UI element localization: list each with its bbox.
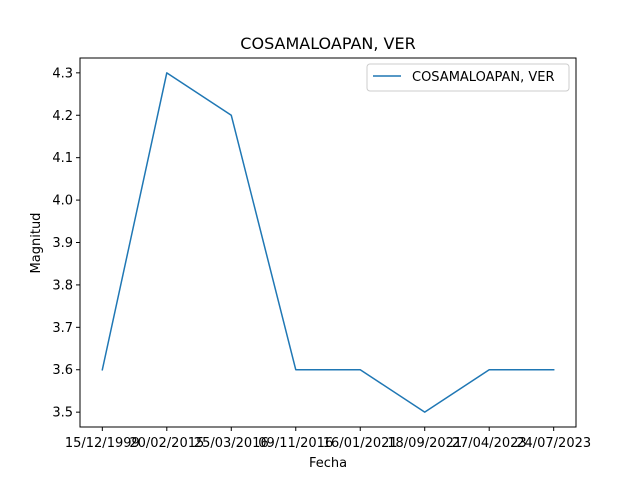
legend: COSAMALOAPAN, VER: [366, 63, 570, 92]
y-tick-label: 3.5: [52, 406, 73, 421]
x-axis: 15/12/199920/02/201525/03/201609/11/2016…: [65, 427, 591, 451]
legend-label: COSAMALOAPAN, VER: [412, 70, 555, 85]
series-layer: [101, 72, 555, 413]
y-tick-label: 4.3: [52, 66, 73, 81]
series-line: [101, 72, 555, 413]
plot-frame: [79, 57, 577, 428]
y-tick-label: 4.1: [52, 151, 73, 166]
x-tick-label: 27/04/2023: [452, 436, 527, 451]
x-tick-label: 24/07/2023: [516, 436, 591, 451]
y-axis: 3.5 3.6 3.7 3.8 3.9 4.0 4.1 4.2 4.3: [52, 66, 80, 421]
chart-title: COSAMALOAPAN, VER: [240, 34, 415, 53]
x-tick-label: 20/02/2015: [129, 436, 204, 451]
y-tick-label: 3.7: [52, 321, 73, 336]
x-axis-label: Fecha: [309, 456, 347, 471]
y-tick-label: 4.0: [52, 194, 73, 209]
y-tick-label: 3.8: [52, 278, 73, 293]
x-tick-label: 16/01/2021: [323, 436, 398, 451]
y-tick-label: 4.2: [52, 109, 73, 124]
x-tick-label: 18/09/2021: [387, 436, 462, 451]
x-tick-label: 09/11/2016: [258, 436, 333, 451]
x-tick-label: 15/12/1999: [65, 436, 140, 451]
y-axis-label: Magnitud: [29, 213, 44, 274]
y-tick-label: 3.9: [52, 236, 73, 251]
x-tick-label: 25/03/2016: [194, 436, 269, 451]
legend-box: [366, 63, 570, 92]
y-tick-label: 3.6: [52, 363, 73, 378]
